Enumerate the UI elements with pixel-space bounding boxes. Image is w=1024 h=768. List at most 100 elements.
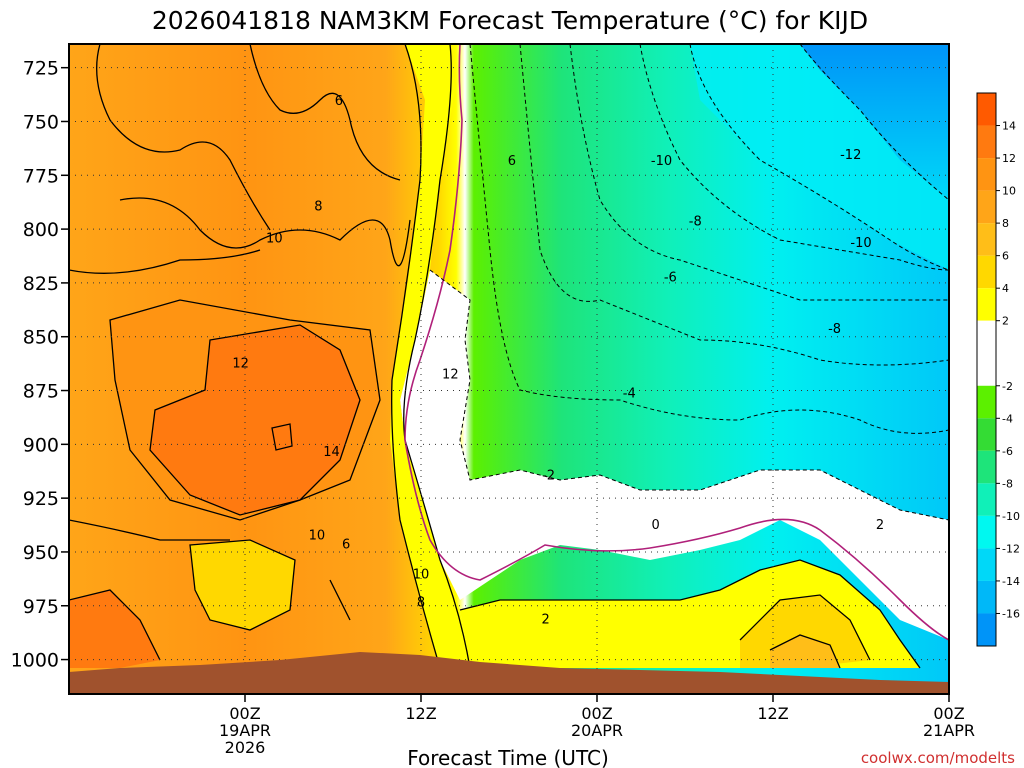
contour-label: 10 [413,567,430,582]
colorbar-band [977,158,996,191]
y-tick-label: 900 [23,434,59,456]
y-tick-label: 925 [23,488,59,510]
colorbar-band [977,483,996,516]
y-tick-label: 950 [23,542,59,564]
x-tick-label: 00Z [229,704,260,723]
freezing-zone [400,270,949,640]
x-tick-label: 12Z [405,704,436,723]
contour-line [569,44,949,301]
x-tick-date: 19APR [219,721,271,740]
colorbar-tick-label: 10 [1002,185,1016,198]
warm-region-surface [69,590,160,668]
contour-line [329,579,351,621]
colorbar-band [977,385,996,419]
contour-line [799,44,949,201]
y-tick-label: 775 [23,165,59,187]
contour-label: 8 [314,199,322,214]
colorbar-tick-label: 8 [1002,217,1009,230]
plot-frame [68,43,950,695]
colorbar-band [977,255,996,289]
colorbar-band [977,190,996,224]
colorbar-tick-label: -2 [1002,380,1013,393]
colorbar-band [977,515,996,549]
colorbar-tick-label: 2 [1002,315,1009,328]
contour-label: 6 [342,537,350,552]
colorbar-tick-label: -16 [1002,607,1020,620]
contour-label: -10 [850,236,871,251]
colorbar-band [977,613,996,646]
freezing-line-contour [404,44,949,641]
chart-title: 2026041818 NAM3KM Forecast Temperature (… [152,6,868,35]
colorbar: 14 12 10 8 6 4 2 -2 -4 -6 -8 -10 -12 -14 -16 [976,92,1020,647]
contour-labels: 6 6 8 10 12 12 14 10 6 10 8 -10 -12 -8 -10 -6 -8 -4 -2 0 2 2 [232,94,884,628]
contour-label: -4 [623,387,636,402]
contour-line [109,299,381,521]
contour-line [249,44,401,181]
contour-label: 8 [417,595,425,610]
boundary-strip [390,44,470,668]
colorbar-tick-label: 6 [1002,250,1009,263]
contour-line [459,559,921,669]
colorbar-band [977,93,996,126]
contour-label: 10 [266,232,283,247]
y-tick-label: 825 [23,273,59,295]
region-minus-12 [690,44,949,270]
colorbar-tick-label: -10 [1002,510,1020,523]
contour-label: -12 [840,148,861,163]
contour-label: 2 [542,613,550,628]
contour-label: -8 [828,322,841,337]
contour-line [391,44,441,669]
colorbar-band [977,418,996,451]
contour-label: 2 [876,518,884,533]
colorbar-tick-label: -6 [1002,445,1013,458]
contour-line [519,44,949,366]
contour-line [69,249,261,274]
contour-line [119,197,411,267]
colorbar-tick-label: -8 [1002,477,1013,490]
y-tick-label: 850 [23,327,59,349]
colorbar-band [977,125,996,159]
x-tick-label: 12Z [757,704,788,723]
cold-contours [429,44,949,521]
x-tick-label: 00Z [581,704,612,723]
contour-label: 14 [323,445,340,460]
colorbar-band [977,223,996,256]
colorbar-tick-label: 12 [1002,152,1016,165]
colorbar-tick-label: 14 [1002,120,1016,133]
y-tick-label: 800 [23,219,59,241]
contour-label: -10 [651,154,672,169]
y-tick-label: 750 [23,111,59,133]
contour-label: 12 [442,367,459,382]
x-axis-label: Forecast Time (UTC) [407,746,609,768]
contour-line [739,594,871,661]
y-tick-label: 975 [23,596,59,618]
contour-line [429,269,949,521]
contour-line [403,44,471,669]
colorbar-band [977,450,996,484]
contour-line [769,634,841,669]
contour-line [689,44,949,271]
colorbar-tick-label: 4 [1002,282,1009,295]
contour-line [149,324,361,516]
contour-label: 6 [335,94,343,109]
contour-line [96,44,271,231]
x-tick-year: 2026 [225,738,266,757]
y-axis: 725 750 775 800 825 850 875 900 925 950 975 1000 [11,58,69,672]
contour-label: 6 [508,154,516,169]
colorbar-band [977,288,996,321]
plot-field [69,44,949,694]
contour-line [69,519,230,541]
colorbar-tick-label: -12 [1002,542,1020,555]
contour-label: -8 [689,214,702,229]
warm-contours [69,44,921,669]
y-tick-label: 875 [23,381,59,403]
contour-label: 10 [309,529,326,544]
contour-line [189,539,296,631]
colorbar-tick-label: -14 [1002,575,1020,588]
x-tick-label: 00Z [933,704,964,723]
warm-wedge-6 [770,635,840,668]
colorbar-tick-label: -4 [1002,412,1013,425]
colorbar-frame [976,92,997,647]
